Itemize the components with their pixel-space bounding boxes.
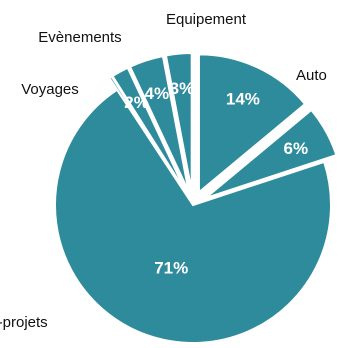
pie-slice-evenements-5 xyxy=(128,54,190,193)
value-label-2: 71% xyxy=(154,259,188,278)
category-label-auto: Auto xyxy=(296,67,327,84)
category-label-voyages: Voyages xyxy=(21,81,79,98)
pie-slice-auto-0 xyxy=(197,53,307,195)
value-labels: 14% 6% 71% 2%4% 3% xyxy=(124,79,308,278)
pie-slices xyxy=(54,52,338,344)
pie-slice-equipement-6 xyxy=(164,52,193,192)
value-label-0: 14% xyxy=(226,90,260,109)
category-labels: Equipement Evènements Voyages Auto Multi-pro… xyxy=(0,11,327,331)
category-label-multi-projets: Multi-projets xyxy=(0,314,48,331)
pie-slice-voyages-4 xyxy=(111,66,188,194)
pie-slice-voyages-3 xyxy=(108,75,187,194)
value-label-1: 6% xyxy=(283,139,308,158)
pie-slice-unlabeled-1 xyxy=(204,108,338,200)
category-label-equipement: Equipement xyxy=(166,11,247,28)
category-label-evenements: Evènements xyxy=(38,29,121,46)
value-label-4: 2% xyxy=(124,93,149,112)
value-label-6: 3% xyxy=(170,79,195,98)
value-label-5: 4% xyxy=(145,84,170,103)
pie-slice-multi-projets-2 xyxy=(54,88,332,344)
